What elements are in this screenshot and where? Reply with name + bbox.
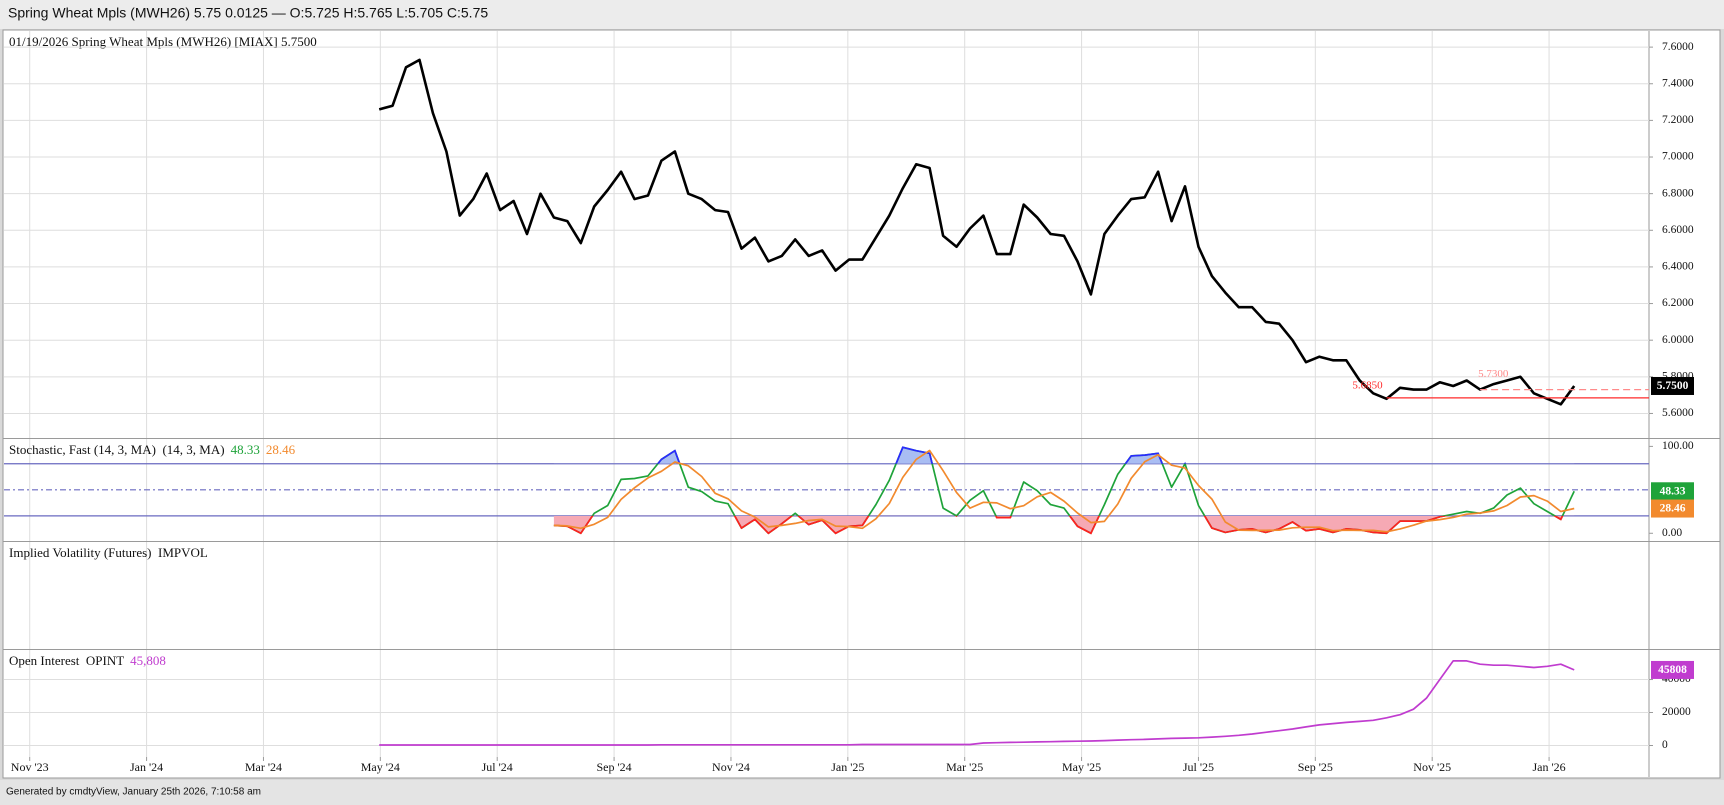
x-tick-label: Nov '24 — [712, 760, 750, 774]
y-tick-label: 6.4000 — [1662, 261, 1694, 273]
footer-bar — [0, 780, 1724, 805]
annotation-label: 5.6850 — [1352, 379, 1383, 391]
y-tick-label: 7.6000 — [1662, 41, 1694, 53]
x-tick-label: May '25 — [1062, 760, 1101, 774]
panel-title: 01/19/2026 Spring Wheat Mpls (MWH26) [MI… — [9, 34, 317, 49]
value-box — [1651, 482, 1694, 501]
x-tick-label: Jan '24 — [130, 760, 163, 774]
value-box-label: 48.33 — [1660, 485, 1686, 497]
band-fill — [657, 447, 1163, 464]
value-box — [1651, 376, 1694, 395]
x-tick-label: Jul '24 — [482, 760, 513, 774]
y-tick-label: 100.00 — [1662, 440, 1694, 452]
y-tick-label: 7.4000 — [1662, 77, 1694, 89]
panel-title: Implied Volatility (Futures) IMPVOL — [9, 545, 208, 560]
title-bar — [0, 0, 1724, 29]
y-tick-label: 6.0000 — [1662, 334, 1694, 346]
x-tick-label: Mar '24 — [245, 760, 282, 774]
x-tick-label: Jan '25 — [831, 760, 864, 774]
y-tick-label: 5.6000 — [1662, 407, 1694, 419]
y-tick-label: 0.00 — [1662, 527, 1682, 539]
series-line — [378, 58, 1576, 406]
y-tick-label: 20000 — [1662, 706, 1691, 718]
legend-value: 48.33 — [231, 442, 260, 457]
window-title: Spring Wheat Mpls (MWH26) 5.75 0.0125 — … — [8, 5, 488, 21]
panel-title: Open Interest OPINT — [9, 653, 124, 668]
annotation-label: 5.7300 — [1478, 368, 1509, 380]
y-tick-label: 0 — [1662, 739, 1668, 751]
x-tick-label: Jan '26 — [1532, 760, 1565, 774]
x-tick-label: Jul '25 — [1183, 760, 1214, 774]
footer-text: Generated by cmdtyView, January 25th 202… — [6, 787, 261, 798]
y-tick-label: 7.0000 — [1662, 151, 1694, 163]
y-tick-label: 6.8000 — [1662, 187, 1694, 199]
band-line — [553, 515, 1564, 535]
legend-value: 45,808 — [130, 653, 166, 668]
value-box-label: 5.7500 — [1657, 380, 1689, 392]
x-tick-label: May '24 — [361, 760, 400, 774]
series-line — [379, 660, 1575, 746]
series-line — [553, 449, 1575, 533]
y-tick-label: 6.6000 — [1662, 224, 1694, 236]
x-tick-label: Mar '25 — [946, 760, 983, 774]
chart-frame — [2, 29, 1721, 779]
value-box — [1651, 660, 1694, 679]
value-box-label: 28.46 — [1660, 503, 1686, 515]
x-tick-label: Sep '24 — [596, 760, 631, 774]
x-tick-label: Nov '23 — [11, 760, 49, 774]
y-tick-label: 6.2000 — [1662, 297, 1694, 309]
y-tick-label: 7.2000 — [1662, 114, 1694, 126]
legend-value: 28.46 — [266, 442, 296, 457]
panel-title: Stochastic, Fast (14, 3, MA) (14, 3, MA) — [9, 442, 225, 457]
value-box-label: 45808 — [1658, 664, 1687, 676]
x-tick-label: Nov '25 — [1413, 760, 1451, 774]
x-tick-label: Sep '25 — [1298, 760, 1333, 774]
value-box — [1651, 499, 1694, 518]
